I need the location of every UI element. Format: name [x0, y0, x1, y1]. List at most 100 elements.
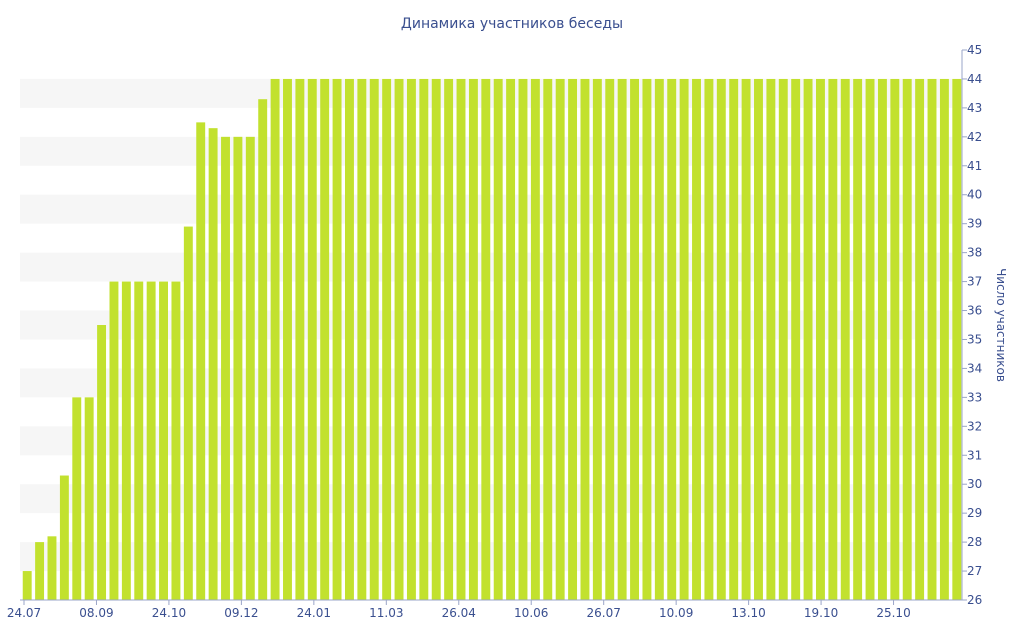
- bar[interactable]: [592, 78, 602, 600]
- y-tick-label: 32: [967, 419, 982, 433]
- bar[interactable]: [877, 78, 887, 600]
- bar[interactable]: [468, 78, 478, 600]
- bar[interactable]: [902, 78, 912, 600]
- bar[interactable]: [72, 397, 82, 600]
- x-tick-label: 24.01: [297, 606, 331, 620]
- bar[interactable]: [679, 78, 689, 600]
- y-tick-label: 44: [967, 72, 982, 86]
- bar[interactable]: [890, 78, 900, 600]
- y-tick-label: 43: [967, 101, 982, 115]
- bar[interactable]: [617, 78, 627, 600]
- bar[interactable]: [196, 122, 206, 601]
- bar[interactable]: [654, 78, 664, 600]
- bar[interactable]: [939, 78, 949, 600]
- bar[interactable]: [605, 78, 615, 600]
- bar[interactable]: [121, 281, 131, 600]
- bar[interactable]: [840, 78, 850, 600]
- bar[interactable]: [22, 571, 32, 600]
- bar[interactable]: [456, 78, 466, 600]
- bar[interactable]: [35, 542, 45, 600]
- x-tick-label: 26.04: [442, 606, 476, 620]
- bar[interactable]: [382, 78, 392, 600]
- y-tick-label: 38: [967, 246, 982, 260]
- bar[interactable]: [915, 78, 925, 600]
- bar[interactable]: [667, 78, 677, 600]
- bar[interactable]: [530, 78, 540, 600]
- bar[interactable]: [109, 281, 119, 600]
- bar[interactable]: [97, 325, 107, 600]
- bar[interactable]: [332, 78, 342, 600]
- bar[interactable]: [754, 78, 763, 600]
- bar[interactable]: [791, 78, 801, 600]
- bar[interactable]: [295, 78, 305, 600]
- x-tick-label: 24.07: [7, 606, 41, 620]
- bar[interactable]: [816, 78, 825, 600]
- bar[interactable]: [828, 78, 838, 600]
- bar[interactable]: [766, 78, 776, 600]
- bar[interactable]: [221, 136, 230, 600]
- bar[interactable]: [580, 78, 590, 600]
- bar[interactable]: [233, 136, 243, 600]
- bar[interactable]: [568, 78, 578, 600]
- bar[interactable]: [716, 78, 726, 600]
- bar[interactable]: [778, 78, 788, 600]
- y-tick-label: 30: [967, 477, 982, 491]
- bar[interactable]: [208, 128, 218, 600]
- y-ticks: 26 27 28 29 30 31 32 33 34 35 36 37 38 39 40 41 42 43 44 45: [962, 43, 982, 607]
- bar[interactable]: [270, 78, 280, 600]
- x-tick-label: 09.12: [224, 606, 258, 620]
- bar[interactable]: [704, 78, 714, 600]
- bar[interactable]: [642, 78, 652, 600]
- bar[interactable]: [406, 78, 416, 600]
- bar[interactable]: [307, 78, 317, 600]
- bar[interactable]: [146, 281, 156, 600]
- x-tick-label: 10.09: [659, 606, 693, 620]
- bar[interactable]: [283, 78, 292, 600]
- bar[interactable]: [555, 78, 565, 600]
- bar[interactable]: [853, 78, 863, 600]
- bar[interactable]: [692, 78, 701, 600]
- bar[interactable]: [320, 78, 330, 600]
- bar[interactable]: [493, 78, 503, 600]
- bar[interactable]: [431, 78, 441, 600]
- bar[interactable]: [803, 78, 813, 600]
- bar[interactable]: [518, 78, 528, 600]
- x-tick-label: 10.06: [514, 606, 548, 620]
- y-tick-label: 39: [967, 217, 982, 231]
- bar[interactable]: [183, 226, 193, 600]
- bar[interactable]: [481, 78, 491, 600]
- bar[interactable]: [369, 78, 379, 600]
- bar[interactable]: [630, 78, 639, 600]
- y-tick-label: 28: [967, 535, 982, 549]
- bar[interactable]: [345, 78, 354, 600]
- y-tick-label: 36: [967, 304, 982, 318]
- bar[interactable]: [134, 281, 144, 600]
- bar[interactable]: [47, 536, 57, 600]
- bar[interactable]: [927, 78, 937, 600]
- bar[interactable]: [394, 78, 404, 600]
- bar[interactable]: [258, 99, 268, 601]
- y-tick-label: 40: [967, 188, 982, 202]
- bar[interactable]: [59, 475, 69, 600]
- chart-title: Динамика участников беседы: [401, 16, 623, 32]
- bar[interactable]: [84, 397, 94, 600]
- x-tick-label: 25.10: [876, 606, 910, 620]
- bar[interactable]: [729, 78, 739, 600]
- y-tick-label: 27: [967, 564, 982, 578]
- bar[interactable]: [171, 281, 181, 600]
- bar[interactable]: [419, 78, 429, 600]
- bar[interactable]: [245, 136, 255, 600]
- bar[interactable]: [543, 78, 553, 600]
- y-tick-label: 34: [967, 361, 982, 375]
- x-ticks: 24.07 08.09 24.10 09.12 24.01 11.03 26.04 10.06…: [7, 600, 911, 620]
- bar[interactable]: [506, 78, 516, 600]
- x-tick-label: 19.10: [804, 606, 838, 620]
- bar[interactable]: [952, 78, 962, 600]
- bar[interactable]: [444, 78, 454, 600]
- bar[interactable]: [357, 78, 367, 600]
- bar[interactable]: [741, 78, 751, 600]
- bar[interactable]: [865, 78, 875, 600]
- bar[interactable]: [159, 281, 168, 600]
- y-tick-label: 42: [967, 130, 982, 144]
